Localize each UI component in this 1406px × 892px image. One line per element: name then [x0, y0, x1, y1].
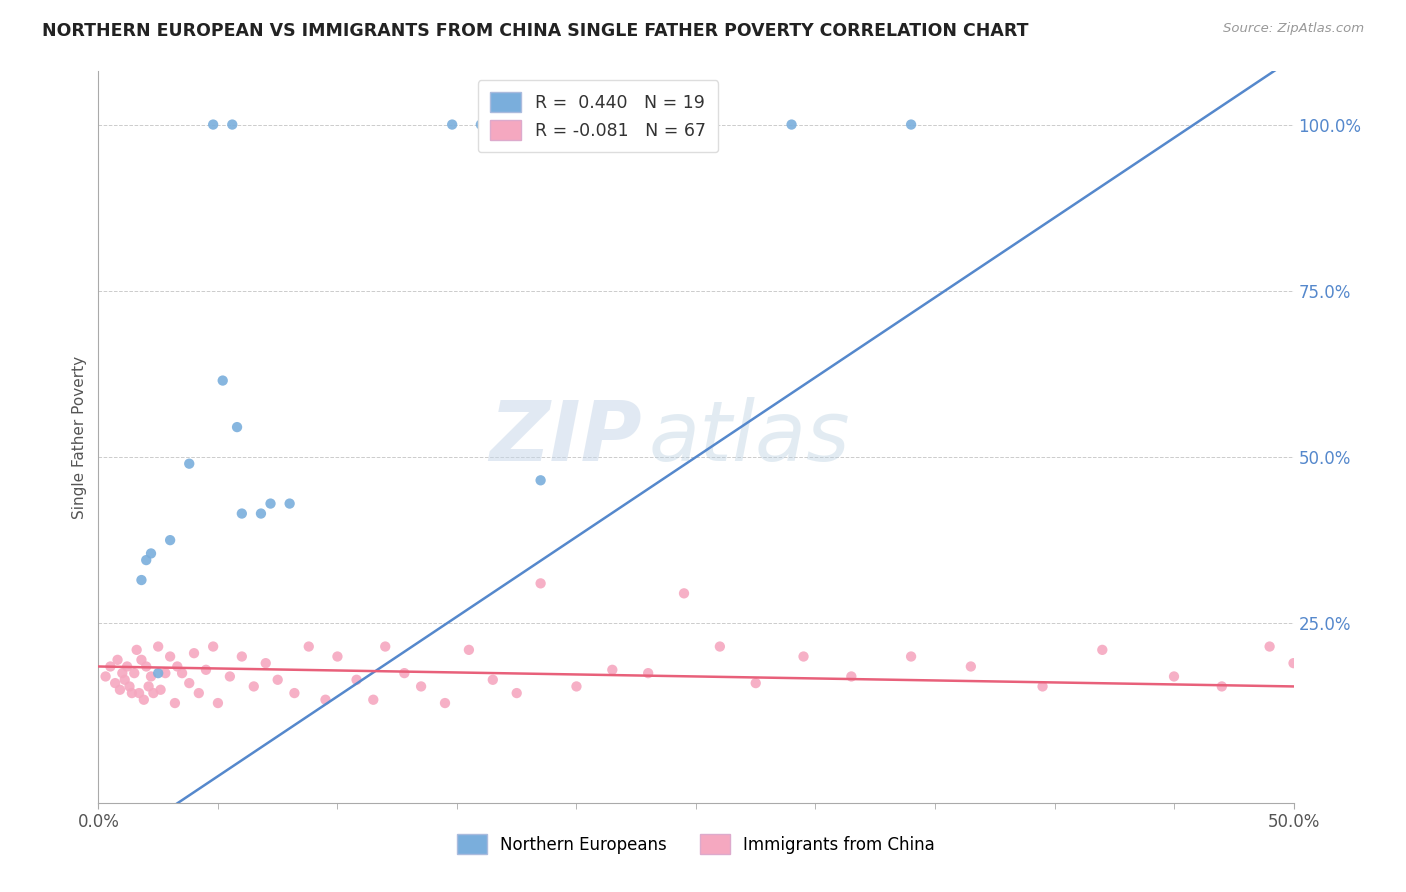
Point — [148, 640, 170, 654]
Point — [374, 640, 396, 654]
Point — [138, 680, 160, 694]
Point — [231, 649, 253, 664]
Point — [135, 553, 157, 567]
Point — [118, 680, 141, 694]
Point — [187, 686, 209, 700]
Point — [278, 497, 301, 511]
Point — [202, 640, 225, 654]
Point — [673, 586, 696, 600]
Point — [250, 507, 273, 521]
Point — [326, 649, 349, 664]
Point — [243, 680, 266, 694]
Point — [142, 686, 165, 700]
Point — [139, 546, 162, 560]
Point — [1211, 680, 1233, 694]
Point — [107, 653, 129, 667]
Point — [458, 643, 481, 657]
Point — [124, 666, 146, 681]
Point — [1032, 680, 1054, 694]
Point — [128, 686, 150, 700]
Point — [565, 680, 588, 694]
Point — [221, 118, 243, 132]
Point — [111, 666, 134, 681]
Point — [202, 118, 225, 132]
Point — [267, 673, 290, 687]
Point — [900, 118, 922, 132]
Point — [172, 666, 194, 681]
Point — [159, 533, 181, 548]
Point — [114, 673, 136, 687]
Point — [745, 676, 768, 690]
Point — [315, 692, 337, 706]
Point — [602, 663, 624, 677]
Point — [259, 497, 281, 511]
Text: atlas: atlas — [648, 397, 849, 477]
Point — [179, 457, 201, 471]
Point — [780, 118, 803, 132]
Point — [148, 666, 170, 681]
Text: Source: ZipAtlas.com: Source: ZipAtlas.com — [1223, 22, 1364, 36]
Point — [394, 666, 416, 681]
Point — [104, 676, 127, 690]
Point — [108, 682, 131, 697]
Point — [179, 676, 201, 690]
Point — [637, 666, 659, 681]
Point — [163, 696, 186, 710]
Point — [211, 374, 233, 388]
Point — [363, 692, 385, 706]
Point — [411, 680, 433, 694]
Point — [98, 659, 122, 673]
Point — [155, 666, 177, 681]
Point — [298, 640, 321, 654]
Point — [841, 669, 863, 683]
Point — [139, 669, 162, 683]
Point — [709, 640, 731, 654]
Text: NORTHERN EUROPEAN VS IMMIGRANTS FROM CHINA SINGLE FATHER POVERTY CORRELATION CHA: NORTHERN EUROPEAN VS IMMIGRANTS FROM CHI… — [42, 22, 1029, 40]
Point — [506, 686, 529, 700]
Point — [481, 673, 505, 687]
Point — [195, 663, 218, 677]
Point — [434, 696, 457, 710]
Point — [131, 573, 153, 587]
Point — [135, 659, 157, 673]
Legend: Northern Europeans, Immigrants from China: Northern Europeans, Immigrants from Chin… — [450, 828, 942, 860]
Point — [132, 692, 155, 706]
Point — [900, 649, 922, 664]
Point — [1091, 643, 1114, 657]
Point — [346, 673, 368, 687]
Point — [131, 653, 153, 667]
Point — [159, 649, 181, 664]
Point — [530, 473, 553, 487]
Point — [470, 118, 492, 132]
Point — [115, 659, 138, 673]
Point — [125, 643, 148, 657]
Point — [166, 659, 188, 673]
Point — [1258, 640, 1281, 654]
Point — [254, 656, 277, 670]
Point — [94, 669, 117, 683]
Point — [441, 118, 464, 132]
Point — [183, 646, 205, 660]
Point — [226, 420, 249, 434]
Point — [793, 649, 815, 664]
Point — [219, 669, 242, 683]
Point — [207, 696, 229, 710]
Point — [149, 682, 172, 697]
Y-axis label: Single Father Poverty: Single Father Poverty — [72, 356, 87, 518]
Point — [960, 659, 983, 673]
Point — [1282, 656, 1305, 670]
Point — [231, 507, 253, 521]
Point — [1163, 669, 1185, 683]
Point — [283, 686, 305, 700]
Point — [121, 686, 143, 700]
Text: ZIP: ZIP — [489, 397, 643, 477]
Point — [530, 576, 553, 591]
